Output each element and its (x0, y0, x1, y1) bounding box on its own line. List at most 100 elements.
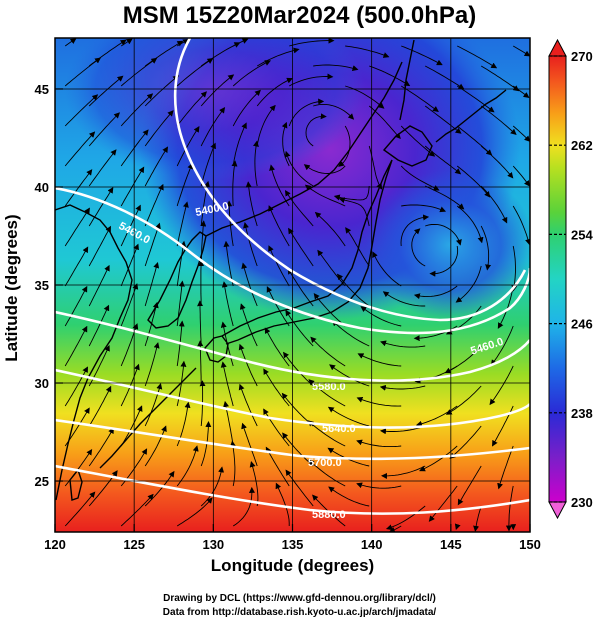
streamline-arrow (120, 243, 139, 287)
colorbar-label: 270 (571, 49, 593, 64)
streamline-arrow (200, 220, 207, 267)
streamline-arrow (331, 320, 370, 347)
streamline-arrow (232, 122, 247, 167)
y-axis: 25 30 35 40 45 (35, 82, 63, 489)
streamline-arrow (200, 74, 235, 107)
credit-line-drawing: Drawing by DCL (https://www.gfd-dennou.o… (163, 593, 436, 604)
streamline-arrow (64, 169, 93, 207)
streamline-arrow (425, 223, 462, 246)
streamline-arrow (144, 110, 174, 147)
streamline-arrow (263, 408, 290, 447)
streamline-arrow (345, 85, 385, 109)
coastlines (55, 39, 507, 501)
streamline-arrow (176, 58, 214, 87)
x-axis: 120 125 130 135 140 145 150 (44, 524, 541, 552)
streamline-arrow (144, 383, 163, 427)
colorbar-top-arrow (548, 38, 567, 57)
streamline-arrow (401, 204, 447, 213)
height-contours (55, 38, 530, 515)
grid-lines (55, 38, 530, 532)
streamline-arrow (232, 89, 261, 127)
streamline-arrow (144, 301, 159, 347)
streamline-arrow (144, 75, 180, 107)
streamline-arrow (400, 214, 430, 247)
streamline-arrow (314, 211, 346, 247)
contour-5400 (173, 38, 527, 322)
coastline-ryukyu (99, 367, 197, 469)
streamline-arrow (284, 150, 314, 187)
y-tick-label: 35 (35, 278, 49, 293)
streamline-arrow (385, 505, 426, 531)
streamline-arrow (284, 189, 314, 227)
x-axis-label: Longitude (degrees) (210, 556, 375, 575)
streamline-arrow (268, 205, 290, 247)
colorbar-bottom-arrow (548, 501, 567, 520)
streamline-arrow (220, 361, 234, 407)
streamline-arrow (245, 181, 258, 227)
streamline-arrow (120, 204, 141, 247)
streamline-arrow (287, 267, 314, 307)
streamline-arrow (512, 85, 530, 98)
streamline-arrow (256, 104, 276, 147)
streamline-arrow (308, 459, 346, 487)
streamline-arrow (456, 85, 495, 113)
streamline-arrow (144, 425, 167, 467)
colorbar-label: 238 (571, 406, 593, 421)
coastline-honshu (221, 159, 393, 345)
streamline-arrow (512, 165, 530, 187)
streamline-arrow (480, 145, 514, 179)
streamline-arrow (176, 201, 189, 247)
streamline-arrow (88, 149, 117, 187)
contour-label-5880: 5880.0 (312, 509, 346, 521)
streamline-arrow (223, 240, 234, 287)
streamline-arrow (424, 145, 462, 175)
streamline-arrow (243, 222, 258, 267)
streamline-arrow (221, 281, 234, 327)
streamline-arrow (308, 379, 346, 407)
y-tick-label: 30 (35, 376, 49, 391)
streamline-arrow (275, 482, 290, 526)
streamline-arrow (285, 309, 314, 347)
contour-label-5580: 5580.0 (312, 381, 346, 393)
streamline-arrow (338, 197, 370, 227)
streamline-arrow (288, 73, 334, 87)
streamline-arrow (380, 340, 426, 348)
streamline-arrow (64, 366, 88, 407)
colorbar-bar (548, 55, 567, 503)
streamline-arrow (176, 91, 207, 127)
streamline-arrow (400, 85, 439, 112)
streamline-arrow (249, 461, 259, 507)
streamline-arrow (356, 439, 402, 448)
streamline-arrow (144, 183, 164, 227)
streamline-arrow (200, 142, 216, 187)
streamline-arrow (345, 45, 390, 58)
contour-5880 (55, 464, 530, 515)
y-axis-label: Latitude (degrees) (2, 214, 21, 362)
colorbar-label: 262 (571, 138, 593, 153)
streamline-arrow (120, 93, 154, 127)
streamline-arrow (368, 145, 383, 190)
cold-pool-secondary (365, 170, 530, 320)
streamline-arrow (338, 125, 351, 167)
y-tick-label: 40 (35, 180, 49, 195)
streamline-arrow (283, 351, 314, 387)
streamline-arrow (120, 57, 158, 87)
streamline-arrow (281, 121, 290, 167)
streamline-arrow (369, 65, 411, 87)
streamline-arrow (388, 525, 402, 532)
colorbar-label: 230 (571, 495, 593, 510)
streamline-arrow (88, 304, 110, 347)
credit-line-data: Data from http://database.rish.kyoto-u.a… (162, 607, 437, 618)
streamline-arrow (480, 65, 520, 92)
coastline-china (55, 204, 133, 501)
streamline-arrow (480, 225, 492, 271)
streamline-arrow (263, 368, 290, 407)
streamline-arrow (480, 105, 517, 135)
streamline-arrow (64, 246, 89, 287)
streamline-arrow (512, 45, 530, 57)
streamline-arrow (253, 140, 259, 187)
streamline-arrow (400, 125, 436, 157)
streamline-arrow (449, 425, 482, 459)
x-tick-label: 150 (519, 537, 541, 552)
